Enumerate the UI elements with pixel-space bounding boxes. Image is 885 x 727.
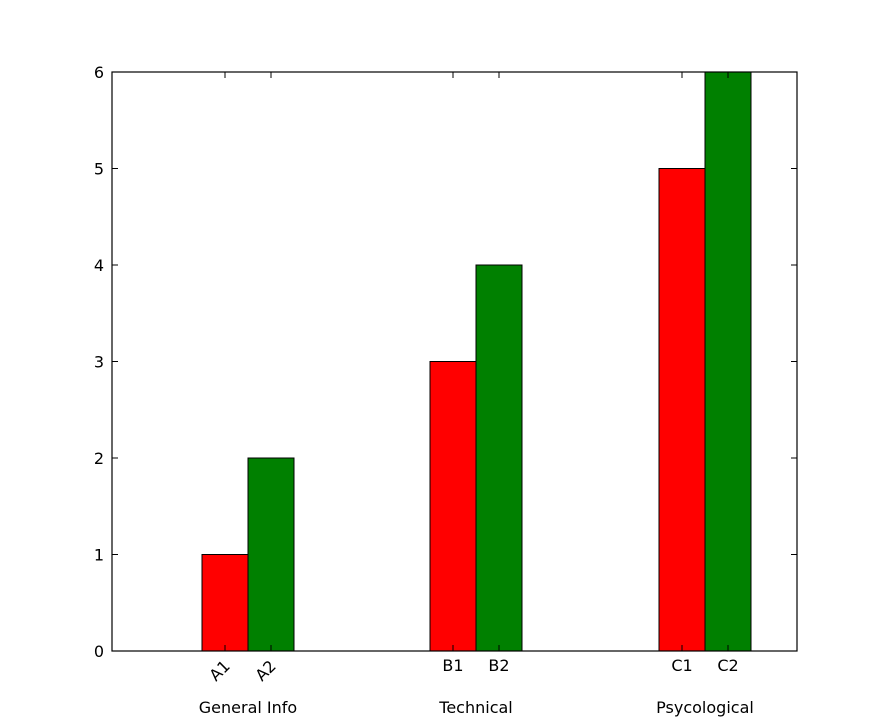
y-tick-label: 4 bbox=[94, 256, 104, 275]
bar-b1 bbox=[429, 361, 477, 652]
ticks-layer bbox=[112, 71, 797, 652]
bar-a2 bbox=[247, 457, 295, 652]
y-tick-label: 1 bbox=[94, 546, 104, 565]
x-tick-label-c2: C2 bbox=[717, 656, 738, 675]
y-tick-label: 6 bbox=[94, 63, 104, 82]
y-tick-label: 0 bbox=[94, 642, 104, 661]
bar-a1 bbox=[201, 554, 249, 652]
x-tick-label-b1: B1 bbox=[442, 656, 463, 675]
x-tick-label-a1: A1 bbox=[205, 656, 233, 684]
group-label: Technical bbox=[438, 698, 512, 717]
bar-c2 bbox=[704, 71, 752, 652]
labels-layer: 0 1 2 3 4 5 6 A1 A2 General Info B1 B2 Technical C1 C2… bbox=[94, 63, 754, 717]
y-tick-label: 3 bbox=[94, 353, 104, 372]
x-tick-label-c1: C1 bbox=[671, 656, 692, 675]
x-tick-label-b2: B2 bbox=[488, 656, 509, 675]
y-tick-label: 5 bbox=[94, 160, 104, 179]
x-tick-label-a2: A2 bbox=[251, 656, 279, 684]
bar-c1 bbox=[658, 168, 706, 652]
bar-b2 bbox=[475, 264, 523, 652]
bars-layer bbox=[201, 71, 752, 652]
y-tick-label: 2 bbox=[94, 449, 104, 468]
group-label: Psycological bbox=[656, 698, 754, 717]
group-label: General Info bbox=[199, 698, 297, 717]
